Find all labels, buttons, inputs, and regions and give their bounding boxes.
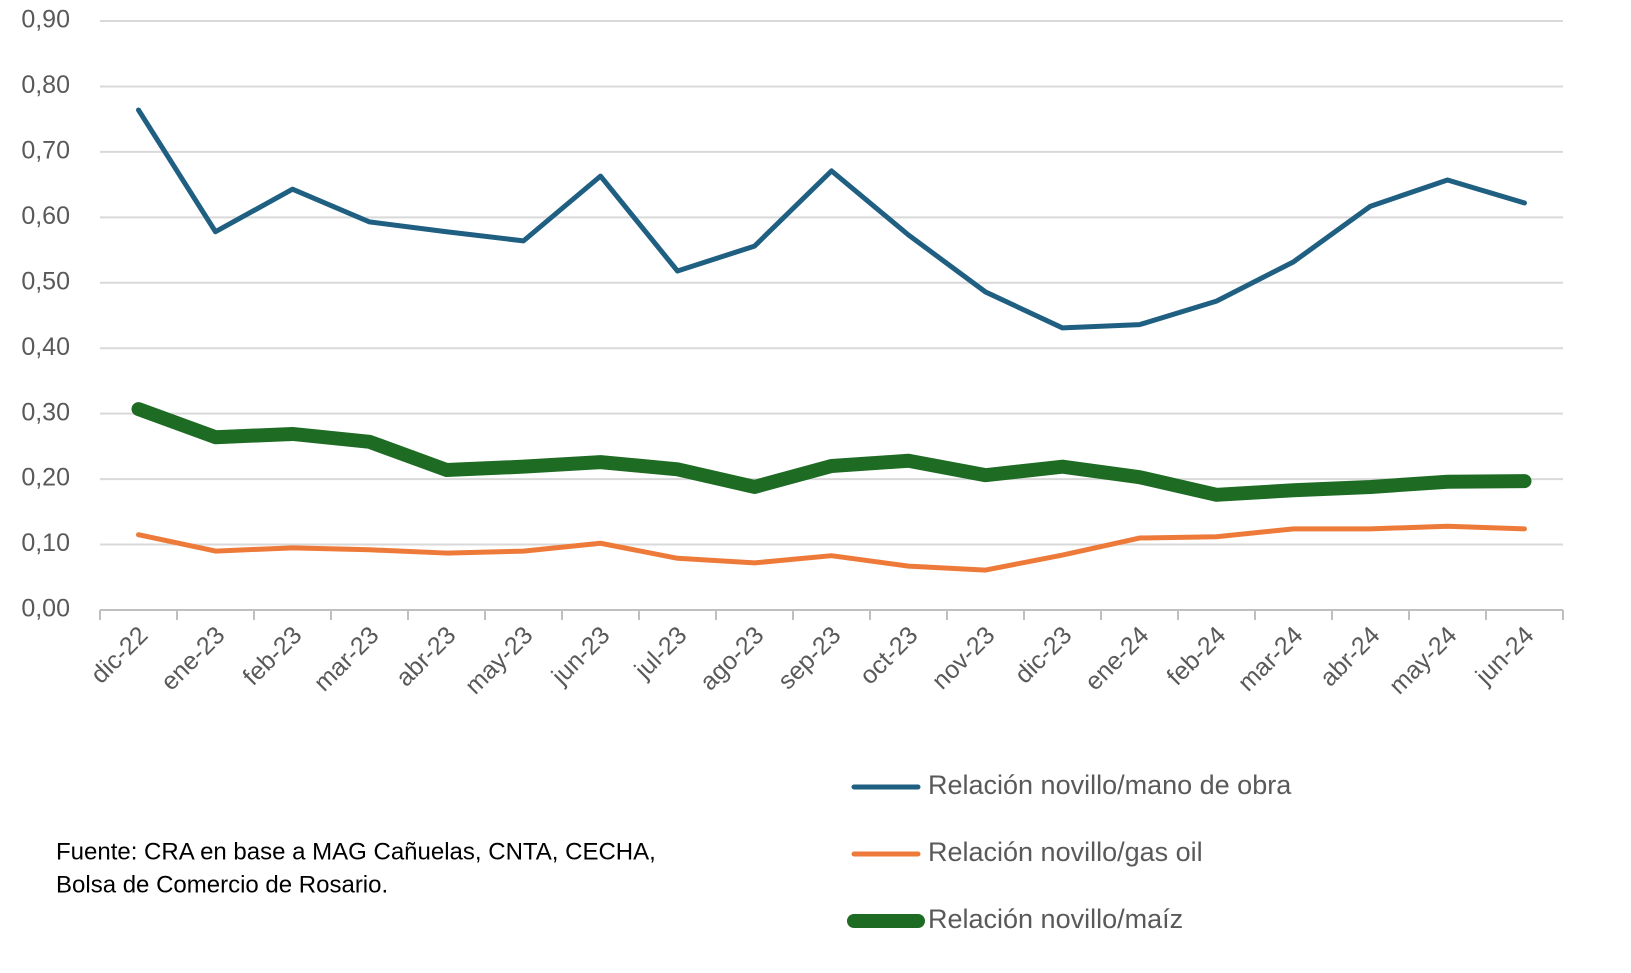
x-tick-label: ago-23	[695, 621, 770, 696]
y-tick-label: 0,40	[21, 333, 70, 361]
x-tick-label: may-23	[460, 621, 539, 700]
source-note: Bolsa de Comercio de Rosario.	[56, 871, 388, 898]
y-tick-label: 0,90	[21, 6, 70, 34]
source-note: Fuente: CRA en base a MAG Cañuelas, CNTA…	[56, 838, 656, 865]
x-tick-label: dic-22	[85, 621, 153, 689]
y-tick-label: 0,20	[21, 464, 70, 492]
y-tick-label: 0,00	[21, 595, 70, 623]
x-tick-label: jun-23	[546, 621, 616, 691]
legend-label: Relación novillo/gas oil	[928, 837, 1203, 867]
y-tick-label: 0,60	[21, 202, 70, 230]
x-tick-label: abr-23	[391, 621, 462, 692]
x-tick-label: abr-24	[1315, 621, 1386, 692]
x-tick-label: jun-24	[1470, 621, 1540, 691]
series-line	[136, 107, 1527, 331]
x-tick-label: sep-23	[773, 621, 847, 695]
legend-label: Relación novillo/maíz	[928, 904, 1183, 934]
x-tick-label: feb-23	[237, 621, 307, 691]
x-tick-label: oct-23	[854, 621, 923, 690]
x-tick-label: may-24	[1384, 621, 1463, 700]
x-tick-label: mar-24	[1233, 621, 1309, 697]
x-tick-label: feb-24	[1161, 621, 1231, 691]
series-line	[131, 402, 1532, 502]
x-tick-label: nov-23	[927, 621, 1001, 695]
y-tick-label: 0,70	[21, 136, 70, 164]
y-tick-label: 0,30	[21, 398, 70, 426]
series-line	[136, 523, 1527, 573]
y-tick-label: 0,50	[21, 267, 70, 295]
y-tick-label: 0,80	[21, 71, 70, 99]
x-tick-label: dic-23	[1009, 621, 1077, 689]
y-tick-label: 0,10	[21, 529, 70, 557]
legend-label: Relación novillo/mano de obra	[928, 770, 1292, 800]
x-tick-label: ene-23	[156, 621, 231, 696]
x-tick-label: mar-23	[309, 621, 385, 697]
x-tick-label: ene-24	[1080, 621, 1155, 696]
x-tick-label: jul-23	[629, 621, 693, 685]
